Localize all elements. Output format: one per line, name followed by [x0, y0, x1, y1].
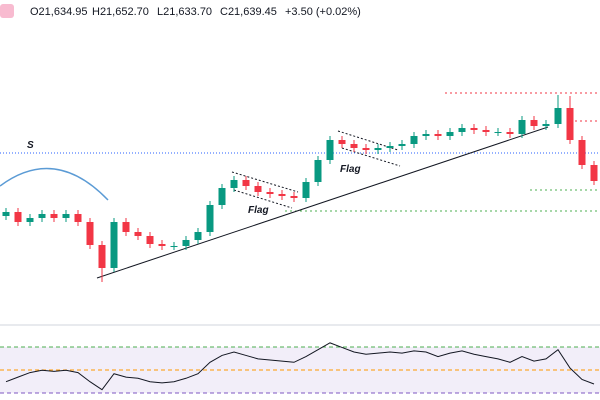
- candle-body: [494, 132, 502, 133]
- candle-body: [578, 140, 586, 165]
- candle-body: [278, 194, 286, 196]
- candle-body: [506, 132, 514, 134]
- annotation: Flag: [248, 205, 269, 216]
- candle-body: [146, 236, 154, 244]
- candle-body: [194, 232, 202, 240]
- candle-body: [362, 148, 370, 150]
- candle-body: [38, 214, 46, 218]
- candle-body: [470, 128, 478, 130]
- candle-body: [554, 108, 562, 124]
- candle-body: [302, 182, 310, 198]
- candle-body: [26, 218, 34, 222]
- candle-body: [518, 120, 526, 134]
- candle-body: [206, 205, 214, 232]
- candle-body: [446, 132, 454, 136]
- ohlc-close: C21,639.45: [220, 6, 277, 18]
- arc: [0, 167, 109, 201]
- candle-body: [170, 246, 178, 247]
- candle-body: [134, 232, 142, 236]
- candle-body: [590, 165, 598, 181]
- candle-body: [458, 128, 466, 132]
- candle-body: [482, 130, 490, 132]
- candle-body: [326, 140, 334, 160]
- candle-body: [434, 134, 442, 136]
- candle-body: [350, 144, 358, 148]
- ohlc-high: H21,652.70: [92, 6, 149, 18]
- candle-body: [230, 180, 238, 188]
- candle-body: [242, 180, 250, 186]
- candle-body: [542, 124, 550, 126]
- candle-body: [314, 160, 322, 182]
- candle-body: [182, 240, 190, 246]
- candle-body: [398, 144, 406, 146]
- rsi-band: [0, 347, 600, 393]
- candle-body: [422, 134, 430, 136]
- candle-body: [158, 244, 166, 246]
- candle-body: [218, 188, 226, 205]
- candle-body: [530, 120, 538, 126]
- rsi-line: [5, 342, 595, 391]
- candle-body: [62, 214, 70, 218]
- candle-body: [566, 108, 574, 140]
- annotation: S: [27, 140, 34, 151]
- candle-body: [266, 192, 274, 194]
- annotation: Flag: [340, 164, 361, 175]
- candle-body: [122, 222, 130, 232]
- candle-body: [74, 214, 82, 222]
- candle-body: [110, 222, 118, 268]
- candle-body: [50, 214, 58, 218]
- flag-line: [231, 171, 299, 193]
- ohlc-change: +3.50 (+0.02%): [285, 6, 361, 18]
- candle-body: [290, 196, 298, 198]
- candle-body: [374, 148, 382, 150]
- candle-body: [14, 212, 22, 222]
- header-icon[interactable]: [0, 4, 14, 18]
- candle-body: [410, 136, 418, 144]
- trendline: [96, 126, 549, 279]
- candle-body: [386, 146, 394, 148]
- candle-body: [338, 140, 346, 144]
- candle-body: [86, 222, 94, 245]
- candle-body: [254, 186, 262, 192]
- ohlc-low: L21,633.70: [157, 6, 212, 18]
- candle-body: [2, 212, 10, 216]
- ohlc-open: O21,634.95: [30, 6, 88, 18]
- candle-body: [98, 245, 106, 268]
